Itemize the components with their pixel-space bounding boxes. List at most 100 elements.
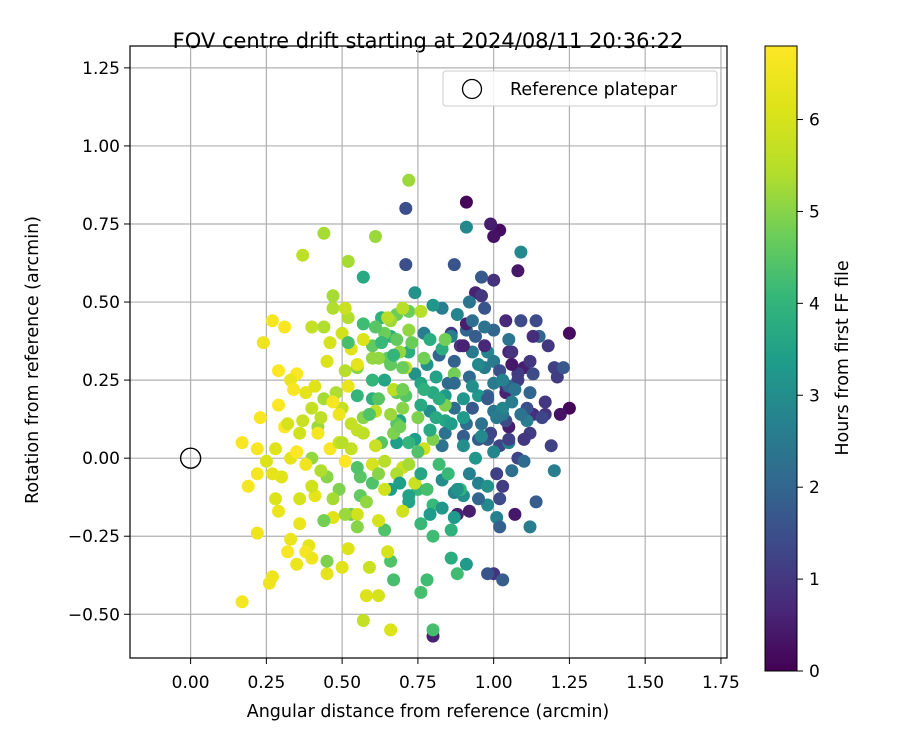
colorbar-tick-label: 1 [809, 570, 820, 590]
scatter-point [459, 557, 473, 571]
colorbar-tick-label: 6 [809, 111, 820, 131]
scatter-point [496, 401, 510, 415]
scatter-point [496, 573, 510, 587]
scatter-point [350, 358, 364, 371]
scatter-point [450, 308, 464, 321]
scatter-point [432, 392, 446, 406]
scatter-point [456, 439, 470, 453]
scatter-point [384, 623, 398, 637]
scatter-point [475, 417, 488, 431]
scatter-point [526, 329, 540, 343]
scatter-point [487, 273, 501, 287]
scatter-point [475, 270, 488, 284]
scatter-point [393, 476, 407, 490]
scatter-point [378, 523, 392, 537]
scatter-point [305, 401, 319, 415]
scatter-point [459, 195, 473, 209]
scatter-point [326, 492, 340, 506]
scatter-point [387, 573, 401, 587]
scatter-point [472, 492, 485, 506]
scatter-point [438, 426, 452, 440]
scatter-point [426, 529, 440, 543]
scatter-point [562, 326, 576, 340]
scatter-point [505, 358, 519, 371]
scatter-point [399, 258, 413, 272]
scatter-point [426, 623, 440, 637]
scatter-point [332, 482, 346, 496]
scatter-point [444, 551, 458, 565]
scatter-point [426, 298, 440, 312]
x-tick-label: 0.00 [172, 673, 210, 693]
scatter-point [396, 361, 410, 375]
scatter-point [481, 567, 495, 581]
colorbar-tick-label: 5 [809, 202, 820, 222]
scatter-point [359, 495, 373, 509]
y-tick-label: −0.25 [68, 527, 120, 547]
scatter-point [447, 367, 461, 381]
legend: Reference platepar [442, 70, 718, 107]
scatter-point [317, 320, 331, 334]
y-axis-ticks: −0.50 −0.25 0.00 0.25 0.50 0.75 1.00 1.25 [68, 59, 130, 625]
scatter-point [478, 339, 492, 353]
scatter-point [423, 507, 437, 521]
scatter-point [511, 367, 525, 381]
scatter-point [311, 426, 325, 440]
scatter-point [538, 395, 552, 409]
scatter-point [250, 526, 264, 540]
scatter-point [505, 464, 519, 478]
scatter-point [335, 436, 349, 450]
scatter-point [341, 254, 355, 268]
scatter-point [456, 339, 470, 353]
scatter-point [396, 383, 410, 396]
scatter-point [408, 476, 422, 490]
reference-point-marker [179, 447, 202, 469]
scatter-point [384, 407, 398, 421]
scatter-point [265, 314, 279, 328]
scatter-point [514, 407, 528, 421]
legend-frame [442, 70, 718, 107]
scatter-point [402, 323, 416, 337]
scatter-point [441, 467, 455, 481]
scatter-point [344, 442, 358, 456]
scatter-point [502, 333, 516, 346]
scatter-point [541, 339, 555, 353]
scatter-point [372, 351, 385, 365]
scatter-point [414, 517, 428, 531]
scatter-point [414, 398, 428, 412]
scatter-point [414, 304, 428, 318]
scatter-point [402, 457, 416, 471]
scatter-point [550, 370, 564, 384]
grid-lines [130, 46, 727, 658]
scatter-point [326, 289, 340, 303]
scatter-point [299, 457, 313, 471]
scatter-point [338, 454, 352, 468]
scatter-point [272, 398, 285, 412]
scatter-point [508, 383, 522, 396]
scatter-point [281, 417, 295, 431]
scatter-point [396, 401, 410, 415]
scatter-point [293, 492, 307, 506]
scatter-point [372, 589, 385, 603]
colorbar: 0 1 2 3 4 5 6 Hours from first FF file [764, 45, 853, 682]
scatter-point [462, 467, 476, 481]
scatter-point [365, 373, 379, 387]
scatter-point [296, 248, 310, 262]
scatter-point [432, 457, 446, 471]
x-tick-label: 0.25 [247, 673, 285, 693]
scatter-point [529, 495, 543, 509]
y-tick-label: 1.00 [82, 137, 120, 157]
scatter-point [450, 567, 464, 581]
scatter-point [284, 532, 298, 546]
scatter-point [332, 407, 346, 421]
x-tick-label: 1.25 [550, 673, 588, 693]
scatter-point [447, 376, 461, 390]
scatter-point [535, 411, 549, 425]
scatter-point [326, 301, 340, 315]
scatter-point [456, 392, 470, 406]
scatter-point [396, 504, 410, 518]
scatter-point [387, 383, 401, 396]
scatter-point [456, 411, 470, 425]
scatter-point [369, 230, 382, 243]
scatter-point [399, 201, 413, 215]
scatter-point [341, 336, 355, 350]
